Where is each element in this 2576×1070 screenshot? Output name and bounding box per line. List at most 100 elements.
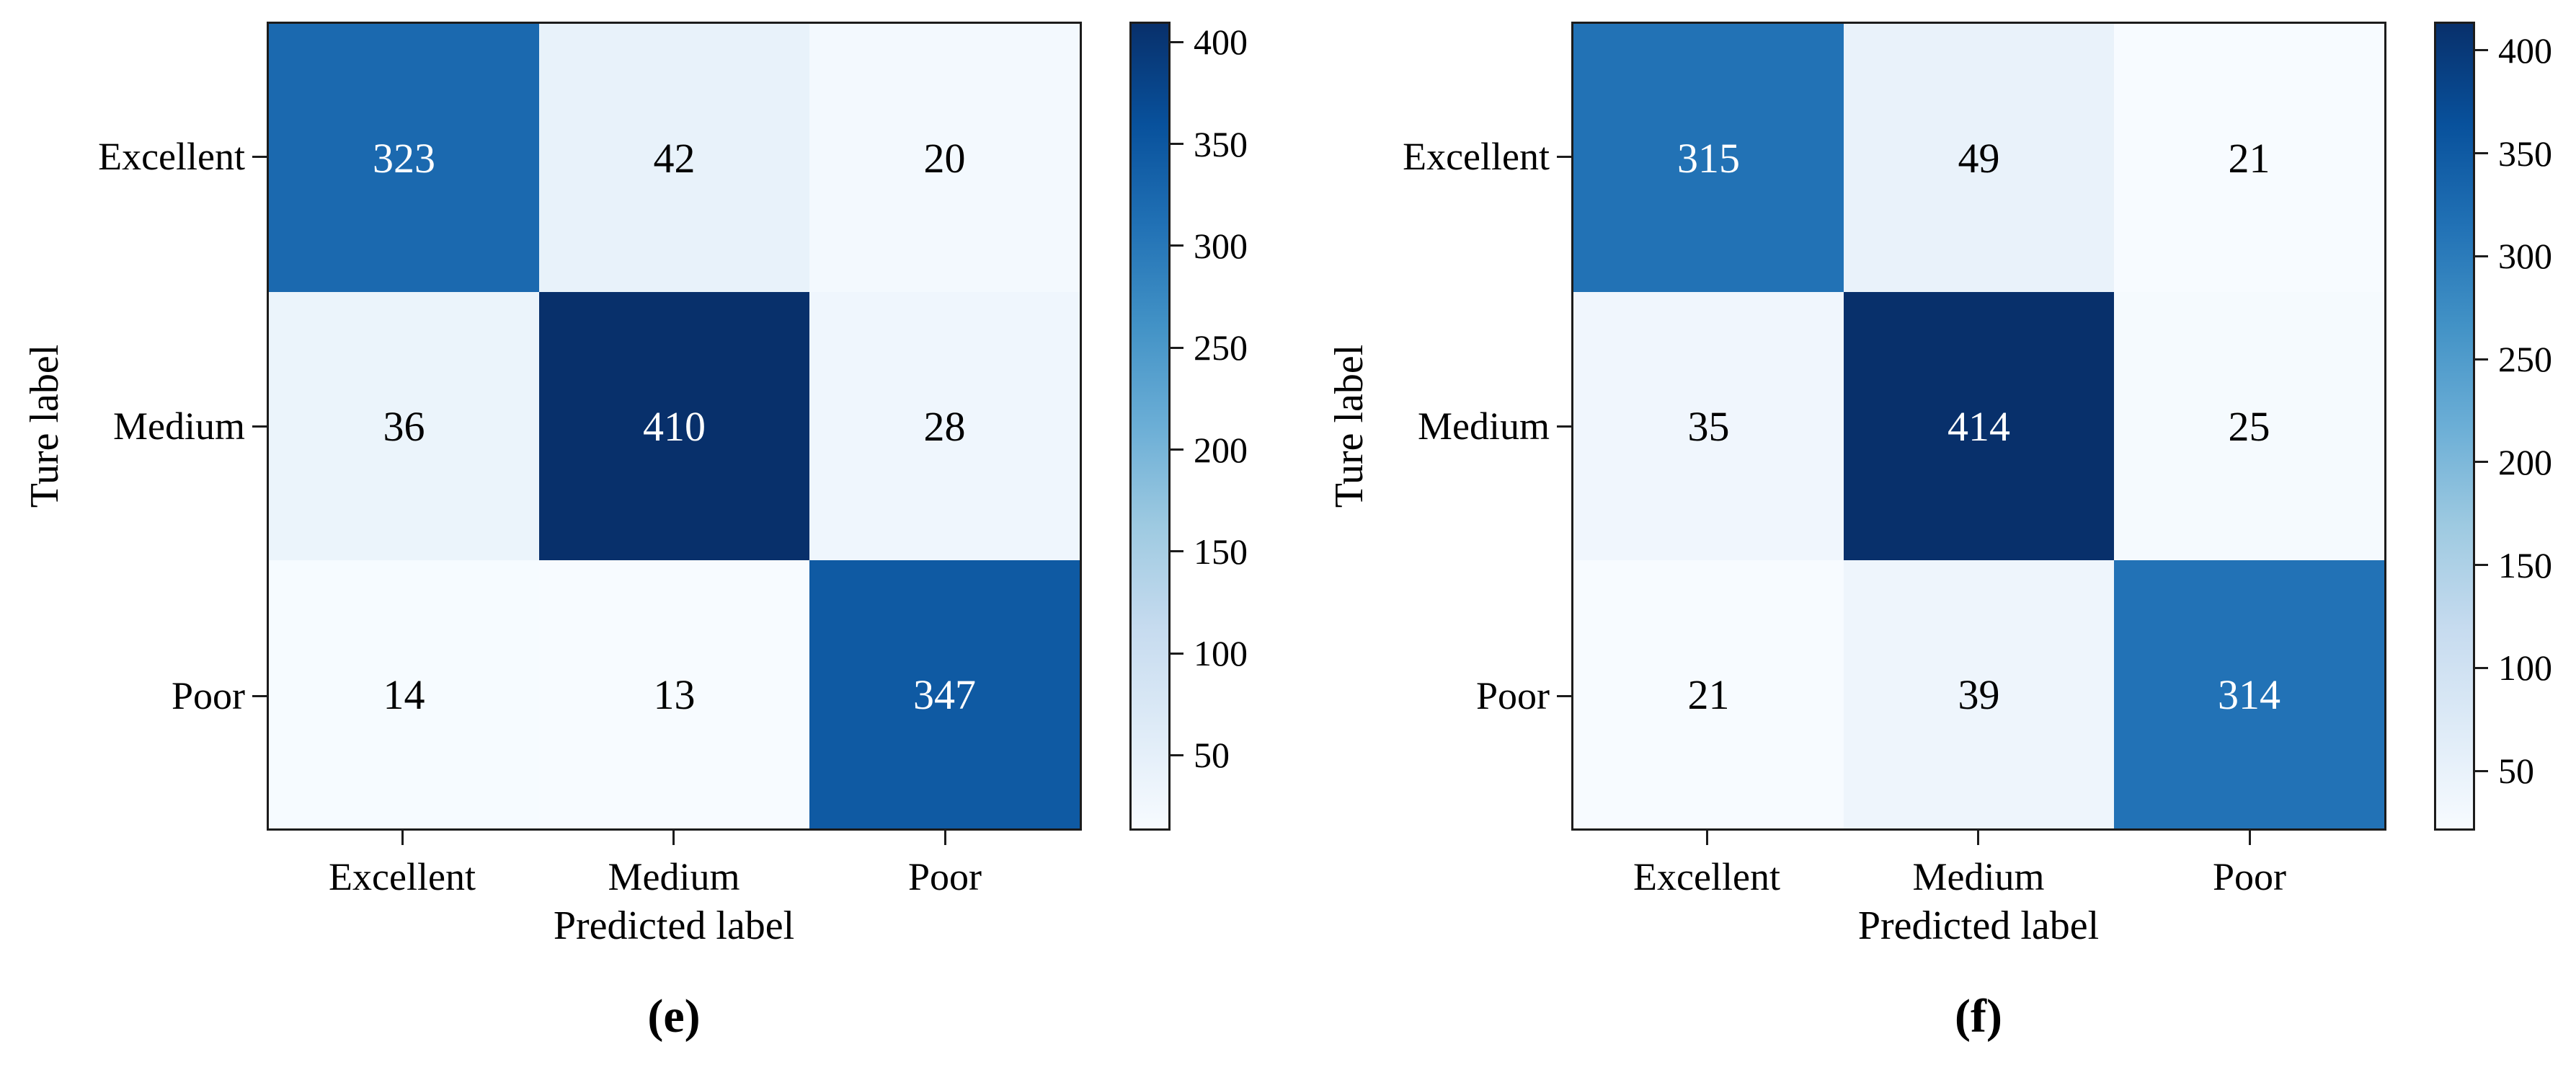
colorbar-tick — [2475, 666, 2488, 669]
colorbar — [2434, 22, 2475, 831]
y-tick-label-excellent: Excellent — [98, 135, 245, 178]
matrix-cell: 21 — [2114, 24, 2384, 292]
matrix-cell: 35 — [1573, 292, 1844, 560]
x-axis-tick — [672, 831, 675, 845]
colorbar-tick — [1171, 753, 1183, 756]
colorbar-tick — [1171, 550, 1183, 553]
colorbar-tick-label: 300 — [1194, 225, 1248, 266]
x-axis-tick — [401, 831, 404, 845]
matrix-cell: 314 — [2114, 560, 2384, 828]
colorbar-ticks: 50 100 150 200 250 300 350 400 — [2475, 22, 2576, 831]
matrix-cell-value: 42 — [653, 134, 696, 182]
matrix-cell-value: 35 — [1687, 402, 1730, 450]
colorbar-tick — [2475, 564, 2488, 567]
colorbar-tick-label: 400 — [2498, 30, 2552, 71]
panel-f: Ture label Excellent Medium Poor 315 49 … — [1305, 0, 2576, 1070]
matrix-cell-value: 20 — [923, 134, 966, 182]
matrix-cell: 49 — [1844, 24, 2114, 292]
matrix-cell-value: 39 — [1958, 671, 2000, 718]
colorbar-ticks: 50 100 150 200 250 300 350 400 — [1171, 22, 1329, 831]
colorbar-tick — [2475, 255, 2488, 257]
colorbar-tick-label: 400 — [1194, 22, 1248, 63]
matrix-cell: 347 — [809, 560, 1080, 828]
matrix-cell-value: 21 — [2228, 134, 2270, 182]
colorbar-tick-label: 350 — [1194, 123, 1248, 164]
matrix-cell-value: 36 — [383, 402, 425, 450]
colorbar-tick — [2475, 49, 2488, 52]
colorbar — [1129, 22, 1171, 831]
y-axis-tick — [1557, 156, 1571, 158]
heatmap-grid: 323 42 20 36 410 28 14 13 347 — [267, 22, 1082, 831]
colorbar-tick-label: 200 — [2498, 441, 2552, 482]
panel-caption: (e) — [647, 990, 701, 1043]
colorbar-tick-label: 100 — [1194, 633, 1248, 674]
x-tick-label-poor: Poor — [907, 855, 982, 898]
heatmap-grid: 315 49 21 35 414 25 21 39 314 — [1571, 22, 2386, 831]
y-tick-label-excellent: Excellent — [1403, 135, 1550, 178]
matrix-cell: 21 — [1573, 560, 1844, 828]
colorbar-tick-label: 250 — [1194, 327, 1248, 368]
y-axis-tick — [252, 425, 267, 428]
colorbar-gradient — [1132, 24, 1168, 828]
y-tick-label-poor: Poor — [1475, 674, 1550, 717]
y-axis-tick — [1557, 425, 1571, 428]
matrix-cell-value: 25 — [2228, 402, 2270, 450]
x-tick-label-excellent: Excellent — [1633, 855, 1780, 898]
colorbar-tick-label: 200 — [1194, 429, 1248, 470]
matrix-cell: 323 — [269, 24, 539, 292]
matrix-cell-value: 347 — [913, 671, 976, 718]
matrix-cell: 20 — [809, 24, 1080, 292]
x-axis-label: Predicted label — [1857, 903, 2100, 948]
y-axis-tick — [252, 156, 267, 158]
x-axis-label: Predicted label — [553, 903, 795, 948]
matrix-cell: 13 — [539, 560, 809, 828]
matrix-cell: 39 — [1844, 560, 2114, 828]
colorbar-tick-label: 300 — [2498, 236, 2552, 277]
colorbar-tick-label: 50 — [2498, 751, 2534, 792]
matrix-cell: 315 — [1573, 24, 1844, 292]
x-axis-tick — [944, 831, 946, 845]
matrix-cell: 14 — [269, 560, 539, 828]
matrix-cell-value: 21 — [1687, 671, 1730, 718]
matrix-cell: 42 — [539, 24, 809, 292]
x-tick-label-excellent: Excellent — [329, 855, 476, 898]
x-tick-label-medium: Medium — [608, 855, 740, 898]
colorbar-tick — [1171, 448, 1183, 451]
y-tick-label-poor: Poor — [171, 674, 245, 717]
matrix-cell-value: 315 — [1677, 134, 1740, 182]
colorbar-tick-label: 250 — [2498, 339, 2552, 380]
colorbar-tick — [1171, 244, 1183, 247]
panel-e: Ture label Excellent Medium Poor 323 42 … — [22, 22, 1248, 1043]
colorbar-tick-label: 150 — [2498, 544, 2552, 585]
matrix-cell-value: 314 — [2218, 671, 2280, 718]
x-tick-label-medium: Medium — [1912, 855, 2045, 898]
panel-caption: (f) — [1955, 990, 2002, 1043]
colorbar-tick-label: 50 — [1194, 735, 1230, 776]
colorbar-tick-label: 350 — [2498, 133, 2552, 174]
matrix-cell-value: 410 — [643, 402, 706, 450]
colorbar-tick — [1171, 143, 1183, 146]
colorbar-tick — [2475, 769, 2488, 772]
colorbar-tick-label: 150 — [1194, 531, 1248, 572]
matrix-cell: 414 — [1844, 292, 2114, 560]
x-axis-tick — [1977, 831, 1979, 845]
colorbar-tick-label: 100 — [2498, 647, 2552, 689]
x-axis-tick — [2249, 831, 2251, 845]
colorbar-tick — [1171, 346, 1183, 349]
colorbar-tick — [1171, 652, 1183, 655]
matrix-cell-value: 14 — [383, 671, 425, 718]
matrix-cell-value: 28 — [923, 402, 966, 450]
y-tick-label-medium: Medium — [1418, 404, 1550, 448]
colorbar-tick — [2475, 358, 2488, 361]
matrix-cell: 28 — [809, 292, 1080, 560]
x-axis-tick — [1706, 831, 1708, 845]
matrix-cell-value: 49 — [1958, 134, 2000, 182]
matrix-cell-value: 13 — [653, 671, 696, 718]
colorbar-tick — [2475, 461, 2488, 464]
colorbar-tick — [2475, 152, 2488, 155]
x-tick-label-poor: Poor — [2212, 855, 2287, 898]
matrix-cell: 25 — [2114, 292, 2384, 560]
matrix-cell-value: 323 — [373, 134, 435, 182]
matrix-cell-value: 414 — [1947, 402, 2010, 450]
